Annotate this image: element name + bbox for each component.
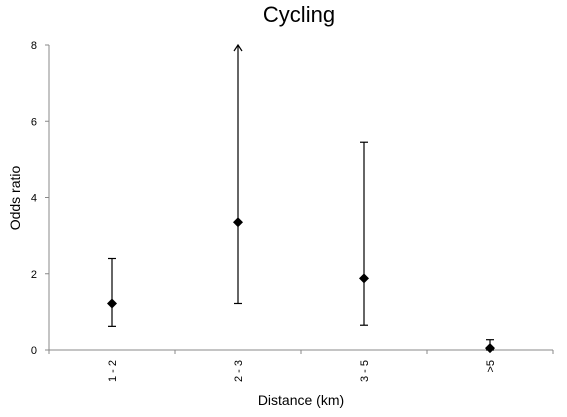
error-bars (108, 43, 494, 351)
data-points (107, 217, 495, 354)
y-tick-label: 6 (31, 116, 37, 128)
y-tick-label: 2 (31, 269, 37, 281)
data-point (485, 343, 495, 354)
x-tick-label: 2 - 3 (233, 360, 245, 382)
x-axis-label: Distance (km) (258, 392, 344, 408)
y-tick-label: 8 (31, 40, 37, 52)
x-tick-label: >5 (485, 360, 497, 373)
data-point (233, 217, 243, 228)
y-tick-label: 0 (31, 345, 37, 357)
y-tick-label: 4 (31, 193, 37, 205)
data-point (107, 298, 117, 309)
x-tick-label: 1 - 2 (107, 360, 119, 382)
chart-title: Cycling (263, 2, 335, 27)
y-ticks: 0 2 4 6 8 (31, 40, 49, 357)
x-tick-label: 3 - 5 (359, 360, 371, 382)
error-bar-arrow (233, 43, 243, 52)
x-ticks: 1 - 2 2 - 3 3 - 5 >5 (48, 350, 554, 382)
y-axis-label: Odds ratio (7, 165, 23, 230)
data-point (359, 273, 369, 284)
